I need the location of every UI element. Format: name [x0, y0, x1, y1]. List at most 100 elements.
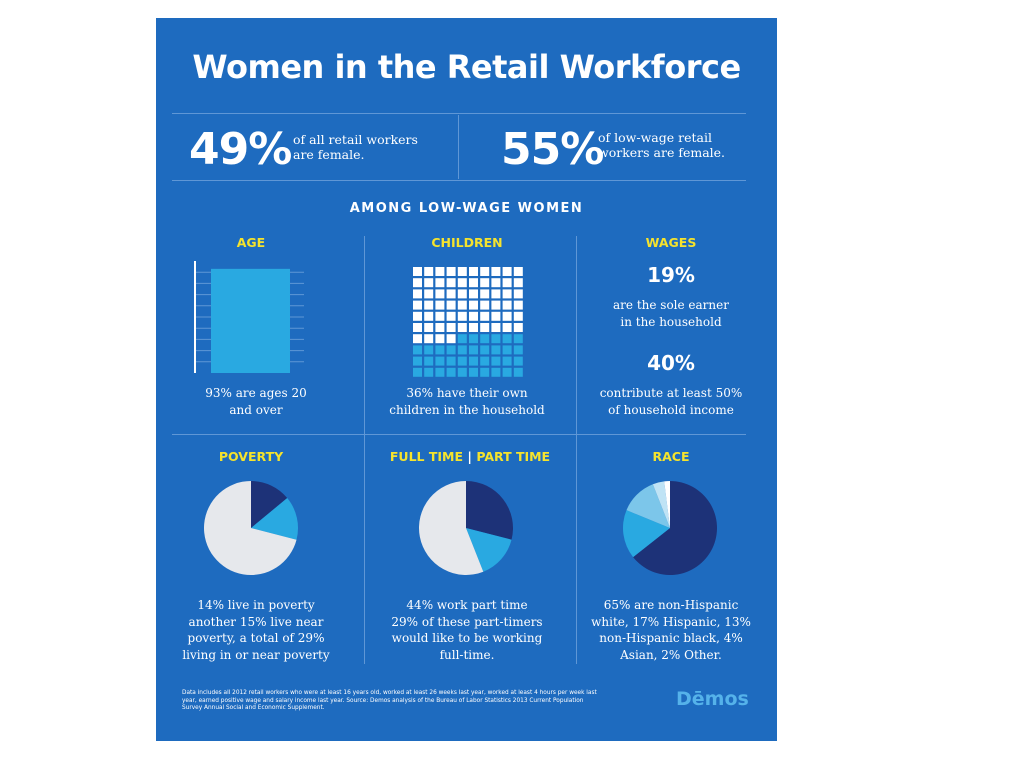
- waffle-square: [480, 323, 490, 332]
- waffle-square: [446, 278, 456, 288]
- waffle-square: [502, 323, 512, 332]
- waffle-square: [480, 334, 490, 344]
- stat-female-text: of all retail workers are female.: [293, 132, 418, 162]
- wages-sole-earner-pct: 19%: [647, 263, 695, 287]
- pie-slice-asian: [652, 481, 670, 528]
- divider: [172, 434, 746, 435]
- waffle-square: [424, 267, 434, 276]
- waffle-square: [480, 289, 490, 299]
- waffle-square: [491, 323, 501, 332]
- waffle-square: [513, 334, 523, 344]
- waffle-square: [435, 367, 445, 377]
- poverty-pie-chart: [204, 481, 298, 575]
- divider: [172, 113, 746, 114]
- waffle-square: [491, 289, 501, 299]
- demos-logo: Dēmos: [676, 688, 749, 710]
- race-caption: 65% are non-Hispanic white, 17% Hispanic…: [591, 598, 751, 662]
- source-footnote: Data includes all 2012 retail workers wh…: [182, 690, 597, 712]
- waffle-square: [413, 289, 422, 299]
- waffle-square: [469, 356, 478, 366]
- waffle-square: [513, 367, 523, 377]
- waffle-square: [469, 311, 478, 321]
- waffle-square: [457, 289, 467, 299]
- pie-slice-non-hispanic-black: [626, 484, 670, 528]
- divider: [172, 180, 746, 181]
- waffle-square: [491, 367, 501, 377]
- waffle-square: [413, 356, 422, 366]
- waffle-square: [502, 356, 512, 366]
- waffle-square: [424, 278, 434, 288]
- divider: [576, 236, 577, 664]
- waffle-square: [513, 311, 523, 321]
- waffle-square: [413, 300, 422, 310]
- stat-female-pct: 49%: [189, 124, 292, 175]
- waffle-square: [491, 356, 501, 366]
- pie-slice-other: [664, 481, 670, 528]
- pie-slice-hispanic: [623, 510, 670, 558]
- section-title-fulltime: FULL TIME | PART TIME: [389, 449, 551, 464]
- waffle-square: [480, 267, 490, 276]
- wages-contribute-text: contribute at least 50% of household inc…: [599, 386, 743, 417]
- waffle-square: [491, 345, 501, 355]
- waffle-square: [413, 267, 422, 276]
- pie-slice-part-time: [466, 528, 512, 572]
- waffle-square: [424, 311, 434, 321]
- page-title: Women in the Retail Workforce: [192, 48, 741, 86]
- waffle-square: [435, 345, 445, 355]
- waffle-square: [435, 356, 445, 366]
- waffle-square: [435, 267, 445, 276]
- waffle-square: [446, 356, 456, 366]
- waffle-square: [513, 300, 523, 310]
- waffle-square: [413, 345, 422, 355]
- waffle-square: [413, 311, 422, 321]
- waffle-square: [413, 334, 422, 344]
- waffle-square: [457, 278, 467, 288]
- waffle-square: [435, 278, 445, 288]
- waffle-square: [424, 334, 434, 344]
- section-title-age: AGE: [236, 235, 266, 250]
- wages-contribute-pct: 40%: [647, 351, 695, 375]
- fulltime-pie-chart: [419, 481, 513, 575]
- wages-sole-earner-text: are the sole earner in the household: [613, 298, 729, 329]
- waffle-square: [413, 278, 422, 288]
- waffle-square: [435, 311, 445, 321]
- waffle-square: [469, 323, 478, 332]
- waffle-square: [513, 345, 523, 355]
- children-waffle-chart: [413, 267, 523, 377]
- divider: [364, 236, 365, 664]
- pie-slice-full-time: [419, 481, 484, 575]
- waffle-square: [424, 323, 434, 332]
- waffle-square: [480, 278, 490, 288]
- waffle-square: [502, 334, 512, 344]
- waffle-square: [513, 289, 523, 299]
- waffle-square: [469, 334, 478, 344]
- pie-slice-near-poverty: [251, 498, 298, 540]
- waffle-square: [502, 289, 512, 299]
- poverty-caption: 14% live in poverty another 15% live nea…: [182, 598, 330, 662]
- waffle-square: [469, 267, 478, 276]
- waffle-square: [513, 278, 523, 288]
- waffle-square: [446, 323, 456, 332]
- waffle-square: [413, 323, 422, 332]
- fulltime-caption: 44% work part time 29% of these part-tim…: [391, 598, 543, 662]
- waffle-square: [491, 278, 501, 288]
- waffle-square: [435, 334, 445, 344]
- waffle-square: [502, 278, 512, 288]
- pie-slice-in-poverty: [251, 481, 288, 528]
- waffle-square: [446, 267, 456, 276]
- waffle-square: [446, 311, 456, 321]
- waffle-square: [491, 300, 501, 310]
- section-title-children: CHILDREN: [431, 235, 503, 250]
- waffle-square: [457, 345, 467, 355]
- waffle-square: [480, 345, 490, 355]
- section-title-wages: WAGES: [645, 235, 697, 250]
- waffle-square: [446, 367, 456, 377]
- waffle-square: [424, 289, 434, 299]
- section-title-poverty: POVERTY: [218, 449, 284, 464]
- waffle-square: [469, 289, 478, 299]
- waffle-square: [457, 323, 467, 332]
- waffle-square: [424, 345, 434, 355]
- waffle-square: [502, 300, 512, 310]
- waffle-square: [480, 367, 490, 377]
- divider: [458, 115, 459, 179]
